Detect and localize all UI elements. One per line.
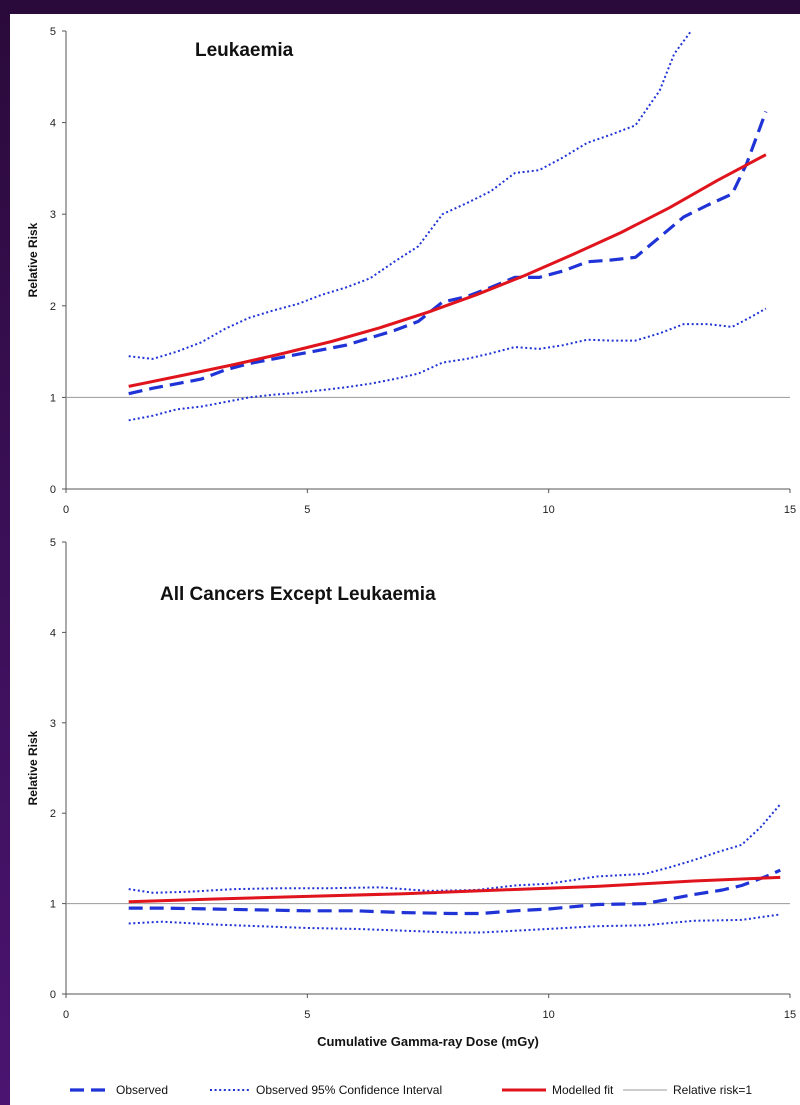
series-observed-95-confidence-interval-lower: [128, 307, 767, 422]
x-tick-label: 10: [543, 1009, 555, 1021]
x-tick-label: 15: [784, 1009, 796, 1021]
series-observed: [128, 868, 781, 916]
legend-item-2: Observed 95% Confidence Interval: [210, 1083, 442, 1097]
x-tick-label: 0: [63, 1009, 69, 1021]
y-axis-label: Relative Risk: [26, 222, 40, 297]
x-tick-label: 5: [304, 504, 310, 516]
chart-title: Leukaemia: [195, 40, 294, 61]
y-tick-label: 4: [50, 627, 56, 639]
legend-label: Observed 95% Confidence Interval: [256, 1083, 442, 1097]
y-tick-label: 0: [50, 989, 56, 1001]
series-observed-95-confidence-interval-lower: [128, 913, 781, 934]
charts-group: 0 1 2 3 4 5 0 5 10 15 Leukaemia Relative Risk 0 1 2 3 4 5…: [26, 26, 796, 1049]
legend-label: Modelled fit: [552, 1083, 614, 1097]
y-tick-label: 1: [50, 392, 56, 404]
y-tick-label: 5: [50, 26, 56, 38]
y-axis-label: Relative Risk: [26, 730, 40, 805]
x-tick-label: 0: [63, 504, 69, 516]
y-tick-label: 5: [50, 537, 56, 549]
series-observed-95-confidence-interval-upper: [128, 31, 692, 360]
y-tick-label: 1: [50, 899, 56, 911]
series-modelled-fit: [128, 153, 767, 388]
legend-item-4: Relative risk=1: [623, 1083, 752, 1097]
legend: Observed Observed 95% Confidence Interval…: [70, 1083, 752, 1097]
figure-panel: 0 1 2 3 4 5 0 5 10 15 Leukaemia Relative Risk 0 1 2 3 4 5…: [10, 14, 800, 1105]
x-tick-label: 15: [784, 504, 796, 516]
y-tick-label: 4: [50, 118, 56, 130]
legend-item-1: Observed: [70, 1083, 168, 1097]
legend-label: Observed: [116, 1083, 168, 1097]
y-tick-label: 2: [50, 301, 56, 313]
chart-figure: 0 1 2 3 4 5 0 5 10 15 Leukaemia Relative Risk 0 1 2 3 4 5…: [26, 26, 796, 1097]
y-tick-label: 0: [50, 484, 56, 496]
x-tick-label: 5: [304, 1009, 310, 1021]
x-axis-label: Cumulative Gamma-ray Dose (mGy): [317, 1034, 539, 1049]
chart-1: 0 1 2 3 4 5 0 5 10 15 Leukaemia Relative Risk: [26, 26, 796, 516]
legend-label: Relative risk=1: [673, 1083, 752, 1097]
y-tick-label: 2: [50, 808, 56, 820]
chart-title: All Cancers Except Leukaemia: [160, 584, 436, 605]
legend-item-3: Modelled fit: [502, 1083, 614, 1097]
chart-2: 0 1 2 3 4 5 0 5 10 15 All Cancers Except Leukaemia…: [26, 537, 796, 1049]
series-observed: [128, 111, 768, 396]
series-modelled-fit: [128, 875, 781, 904]
y-tick-label: 3: [50, 718, 56, 730]
series-observed-95-confidence-interval-upper: [128, 803, 782, 894]
y-tick-label: 3: [50, 209, 56, 221]
x-tick-label: 10: [543, 504, 555, 516]
